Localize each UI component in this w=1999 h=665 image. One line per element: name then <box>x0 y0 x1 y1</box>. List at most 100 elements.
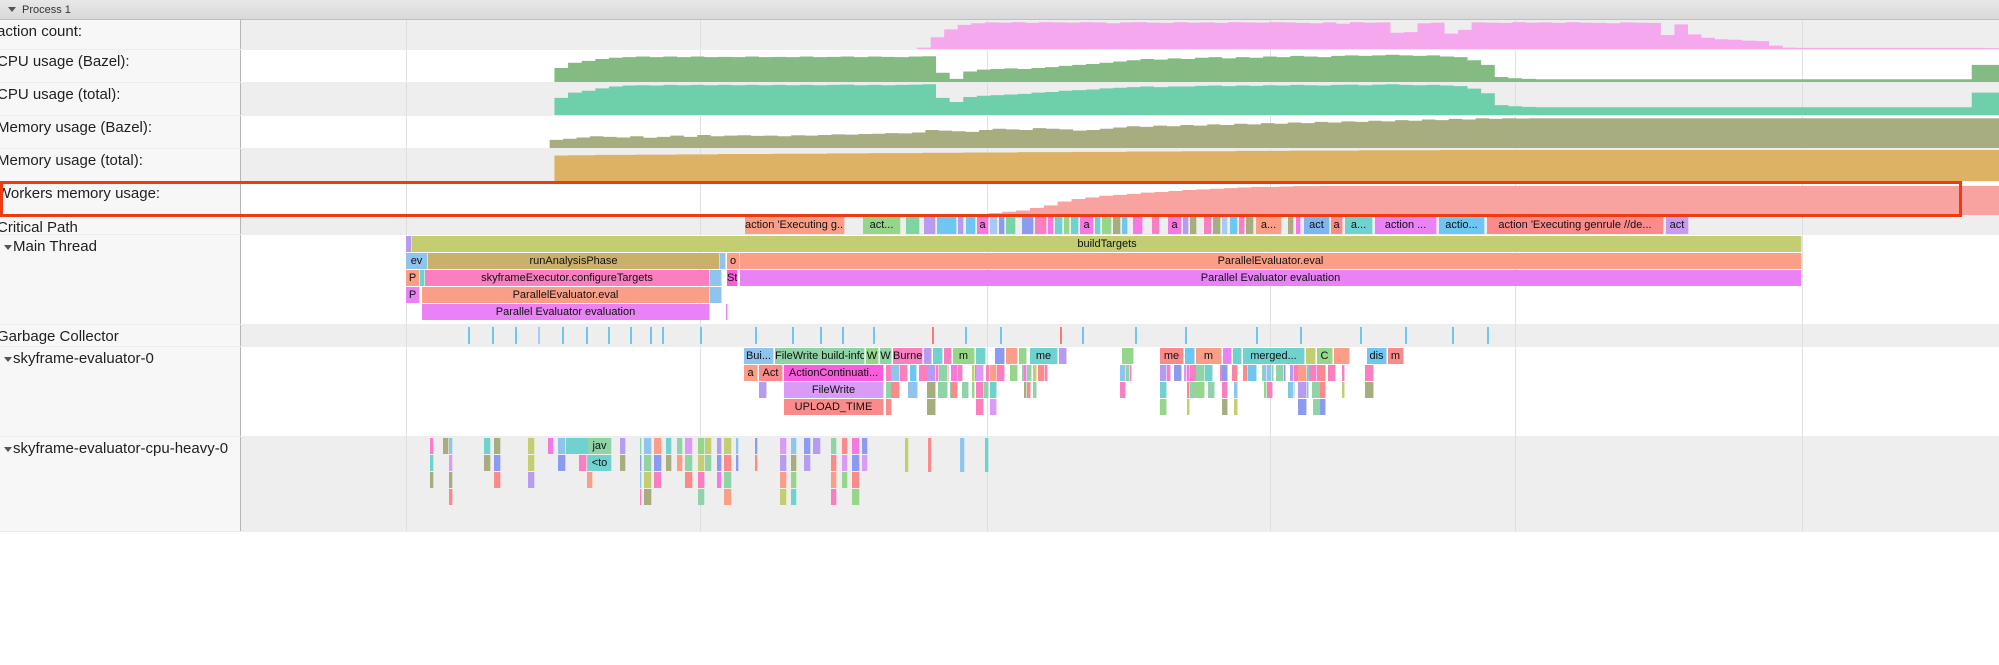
trace-slice[interactable] <box>666 438 672 454</box>
track-row-memory-usage-total[interactable]: Memory usage (total): <box>0 149 1999 182</box>
trace-slice[interactable] <box>1059 348 1067 364</box>
track-row-garbage-collector[interactable]: Garbage Collector <box>0 325 1999 347</box>
trace-slice[interactable] <box>852 455 860 471</box>
trace-slice[interactable] <box>1133 217 1143 234</box>
trace-slice[interactable] <box>484 438 491 454</box>
track-label-cell-garbage-collector[interactable]: Garbage Collector <box>0 325 241 346</box>
trace-slice[interactable] <box>1187 399 1190 415</box>
trace-slice[interactable]: me <box>1160 348 1184 364</box>
trace-slice[interactable]: act... <box>863 217 901 234</box>
trace-slice[interactable] <box>759 382 767 398</box>
trace-slice[interactable] <box>1288 217 1294 234</box>
trace-slice[interactable]: actio... <box>1439 217 1485 234</box>
trace-slice[interactable]: UPLOAD_TIME <box>784 399 884 415</box>
trace-slice[interactable] <box>1024 365 1027 381</box>
trace-slice[interactable] <box>1248 365 1257 381</box>
trace-slice[interactable] <box>842 455 848 471</box>
trace-slice[interactable] <box>640 489 642 505</box>
trace-slice[interactable] <box>928 438 932 472</box>
trace-slice[interactable] <box>1033 365 1037 381</box>
trace-slice[interactable] <box>1024 382 1031 398</box>
track-row-skyframe-evaluator-0[interactable]: skyframe-evaluator-0 Bui... FileWrite buil… <box>0 347 1999 437</box>
trace-slice[interactable] <box>449 455 453 471</box>
trace-slice[interactable] <box>1233 348 1242 364</box>
trace-slice[interactable] <box>842 472 848 488</box>
trace-slice[interactable] <box>910 365 917 381</box>
trace-slice[interactable] <box>908 382 918 398</box>
trace-slice[interactable] <box>1320 365 1326 381</box>
trace-slice[interactable] <box>831 472 837 488</box>
trace-slice[interactable] <box>1196 382 1205 398</box>
trace-slice[interactable] <box>1120 365 1126 381</box>
trace-slice[interactable] <box>654 472 662 488</box>
trace-slice[interactable] <box>755 455 758 471</box>
trace-slice[interactable] <box>1298 365 1307 381</box>
trace-slice[interactable] <box>1223 348 1232 364</box>
track-content-critical-path[interactable]: action 'Executing g... act... a a a a... act a a… <box>241 216 1999 234</box>
trace-slice[interactable] <box>1102 217 1112 234</box>
gc-event-tick[interactable] <box>965 327 967 344</box>
trace-slice[interactable] <box>705 455 712 471</box>
trace-slice[interactable] <box>960 438 965 472</box>
trace-slice[interactable] <box>1222 382 1228 398</box>
trace-slice[interactable]: St <box>727 270 738 286</box>
trace-slice[interactable]: a <box>1168 217 1182 234</box>
trace-slice[interactable]: act <box>1304 217 1330 234</box>
trace-slice[interactable] <box>494 438 501 454</box>
trace-slice[interactable] <box>412 236 1802 252</box>
trace-slice[interactable] <box>698 489 705 505</box>
trace-slice[interactable] <box>852 438 860 454</box>
trace-slice[interactable]: action 'Executing genrule //de... <box>1487 217 1664 234</box>
track-content-cpu-usage-bazel[interactable] <box>241 50 1999 82</box>
gc-event-tick[interactable] <box>608 327 610 344</box>
track-content-action-count[interactable] <box>241 20 1999 49</box>
trace-slice[interactable] <box>1033 382 1037 398</box>
trace-slice[interactable] <box>1196 365 1205 381</box>
track-row-action-count[interactable]: action count: <box>0 20 1999 50</box>
track-label-cell-memory-usage-total[interactable]: Memory usage (total): <box>0 149 241 181</box>
trace-slice[interactable] <box>1160 365 1167 381</box>
trace-slice[interactable]: m <box>953 348 975 364</box>
gc-event-tick[interactable] <box>650 327 652 344</box>
trace-slice[interactable] <box>724 489 732 505</box>
trace-slice[interactable] <box>677 438 683 454</box>
trace-slice[interactable] <box>710 287 722 303</box>
trace-slice[interactable]: W <box>866 348 879 364</box>
trace-slice[interactable]: m <box>1196 348 1222 364</box>
trace-slice[interactable] <box>677 455 683 471</box>
gc-event-tick[interactable] <box>1487 327 1489 344</box>
trace-slice[interactable] <box>620 455 626 471</box>
trace-slice[interactable]: ev <box>406 253 428 269</box>
gc-event-tick[interactable] <box>1256 327 1258 344</box>
trace-slice[interactable] <box>1184 365 1187 381</box>
trace-slice[interactable]: <to <box>588 455 612 471</box>
trace-slice[interactable] <box>644 455 652 471</box>
trace-slice[interactable] <box>717 455 722 471</box>
trace-slice[interactable] <box>951 365 958 381</box>
trace-slice[interactable] <box>620 438 626 454</box>
trace-slice[interactable] <box>449 472 453 488</box>
trace-slice[interactable] <box>1365 382 1374 398</box>
trace-slice[interactable] <box>1006 348 1018 364</box>
trace-slice[interactable]: FileWrite build-info... <box>775 348 865 364</box>
trace-slice[interactable] <box>1230 217 1238 234</box>
trace-slice[interactable] <box>1064 217 1070 234</box>
trace-slice[interactable]: dis <box>1367 348 1387 364</box>
trace-slice[interactable] <box>804 455 811 471</box>
trace-slice[interactable] <box>976 399 984 415</box>
trace-slice[interactable] <box>831 489 837 505</box>
triangle-down-icon[interactable] <box>4 447 12 452</box>
trace-slice[interactable] <box>780 472 787 488</box>
trace-slice[interactable] <box>710 270 722 286</box>
trace-slice[interactable] <box>1264 365 1267 381</box>
track-label-cell-cpu-usage-bazel[interactable]: CPU usage (Bazel): <box>0 50 241 82</box>
trace-slice[interactable] <box>1296 217 1301 234</box>
trace-slice[interactable] <box>420 270 425 286</box>
gc-event-tick[interactable] <box>1082 327 1084 344</box>
track-label-cell-skyframe-evaluator-cpu-heavy-0[interactable]: skyframe-evaluator-cpu-heavy-0 <box>0 437 241 531</box>
trace-slice[interactable] <box>698 438 705 454</box>
trace-slice[interactable] <box>587 472 593 488</box>
track-row-critical-path[interactable]: Critical Path action 'Executing g... act..… <box>0 216 1999 235</box>
trace-slice[interactable] <box>999 217 1005 234</box>
trace-slice[interactable] <box>494 472 501 488</box>
